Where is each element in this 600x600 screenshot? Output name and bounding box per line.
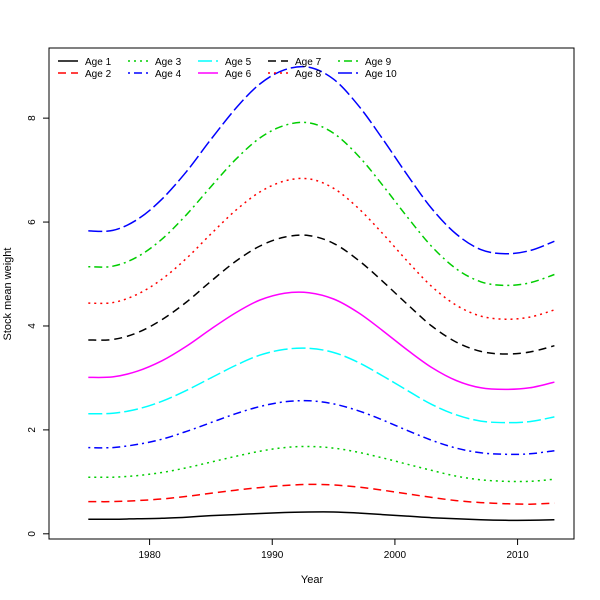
legend-label-age-8: Age 8 [295, 69, 322, 80]
series-lines [88, 65, 555, 522]
series-line-age-10 [88, 65, 555, 255]
x-tick-label: 1990 [261, 550, 284, 561]
legend-label-age-3: Age 3 [155, 57, 182, 68]
x-axis-label: Year [301, 574, 324, 586]
legend-label-age-2: Age 2 [85, 69, 112, 80]
series-line-age-8 [88, 177, 555, 320]
series-line-age-5 [88, 347, 555, 424]
series-line-age-2 [88, 483, 555, 505]
axes: 1980 1990 2000 2010 0 2 4 6 8 [27, 115, 529, 561]
y-tick-label: 6 [27, 219, 38, 225]
y-tick-label: 8 [27, 115, 38, 121]
series-line-age-6 [88, 291, 555, 391]
y-tick-label: 4 [27, 323, 38, 329]
series-line-age-4 [88, 399, 555, 456]
legend-label-age-5: Age 5 [225, 57, 252, 68]
series-line-age-9 [88, 121, 555, 287]
series-line-age-7 [88, 234, 555, 355]
series-line-age-1 [88, 511, 555, 522]
y-tick-label: 0 [27, 531, 38, 537]
legend-label-age-4: Age 4 [155, 69, 182, 80]
legend-label-age-7: Age 7 [295, 57, 322, 68]
legend-label-age-10: Age 10 [365, 69, 397, 80]
legend-label-age-6: Age 6 [225, 69, 252, 80]
y-axis-label: Stock mean weight [2, 248, 14, 341]
y-tick-label: 2 [27, 427, 38, 433]
x-tick-label: 2000 [384, 550, 407, 561]
series-line-age-3 [88, 445, 555, 483]
x-tick-label: 2010 [506, 550, 529, 561]
legend-label-age-9: Age 9 [365, 57, 392, 68]
legend-label-age-1: Age 1 [85, 57, 112, 68]
x-tick-label: 1980 [138, 550, 161, 561]
